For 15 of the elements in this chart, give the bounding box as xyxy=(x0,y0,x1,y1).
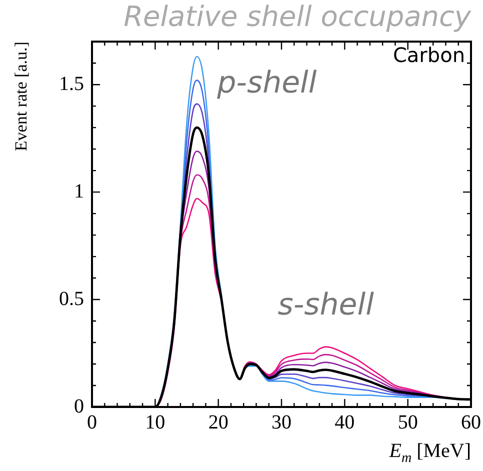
annotation: p-shell xyxy=(216,65,318,100)
annotation: s-shell xyxy=(278,287,375,322)
x-tick-label: 20 xyxy=(208,411,228,434)
annotation: Carbon xyxy=(392,42,465,67)
y-tick-label: 1.5 xyxy=(59,72,84,95)
x-tick-label: 60 xyxy=(461,411,481,434)
y-tick-label: 0.5 xyxy=(59,288,84,310)
y-tick-label: 1 xyxy=(74,180,84,202)
x-tick-label: 50 xyxy=(398,411,418,434)
x-tick-label: 10 xyxy=(145,411,166,434)
x-tick-label: 30 xyxy=(272,411,292,434)
chart-title: Relative shell occupancy xyxy=(124,0,472,34)
y-axis-title: Event rate [a.u.] xyxy=(11,42,30,152)
x-tick-label: 40 xyxy=(334,411,355,434)
y-tick-label: 0 xyxy=(74,395,84,418)
